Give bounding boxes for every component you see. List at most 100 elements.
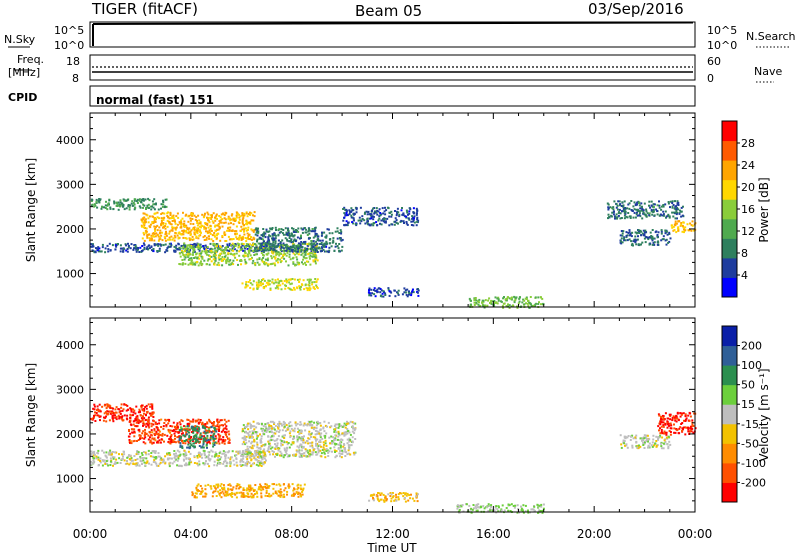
velocity-region-2 <box>178 425 218 450</box>
velocity-ytick-label: 3000 <box>56 383 84 396</box>
power-axes: 1000 2000 3000 4000 <box>56 113 696 307</box>
power-region-11 <box>670 220 697 234</box>
velocity-colorbar-segment <box>722 482 737 503</box>
power-colorbar-tick: 12 <box>741 225 755 238</box>
power-scatter-cells <box>90 197 697 309</box>
power-region-9 <box>606 200 685 220</box>
velocity-colorbar-tick: -50 <box>741 437 759 450</box>
velocity-colorbar-tick: -200 <box>741 476 766 489</box>
x-tick-label: 20:00 <box>577 527 612 541</box>
power-colorbar-tick: 20 <box>741 181 755 194</box>
power-colorbar-segment <box>722 277 737 298</box>
power-colorbar-segment <box>722 199 737 220</box>
cpid-label: CPID <box>8 91 37 104</box>
x-axis-label: Time UT <box>366 541 417 554</box>
velocity-region-3 <box>90 449 267 468</box>
x-tick-label: 00:00 <box>678 527 713 541</box>
velocity-region-7 <box>456 503 545 514</box>
date-title: 03/Sep/2016 <box>588 0 684 18</box>
velocity-colorbar-tick: 50 <box>741 379 755 392</box>
power-region-6 <box>342 206 420 227</box>
beam-title: Beam 05 <box>355 2 422 20</box>
power-colorbar-segment <box>722 238 737 259</box>
velocity-region-9 <box>657 411 697 436</box>
noise-right-bottom-tick: 10^0 <box>707 39 737 52</box>
velocity-colorbar-tick: 200 <box>741 340 762 353</box>
power-ylabel: Slant Range [km] <box>24 158 38 262</box>
cpid-mode: normal (fast) 151 <box>96 93 214 107</box>
power-region-7 <box>367 287 420 298</box>
power-ytick-label: 4000 <box>56 134 84 147</box>
power-region-1 <box>90 197 168 211</box>
nave-tick-bottom: 0 <box>707 72 714 85</box>
x-tick-label: 04:00 <box>174 527 209 541</box>
power-colorbar-tick: 4 <box>741 269 748 282</box>
power-colorbar-tick: 28 <box>741 137 755 150</box>
velocity-ytick-label: 4000 <box>56 339 84 352</box>
velocity-colorbar-tick: 15 <box>741 398 755 411</box>
velocity-colorbar-tick: -100 <box>741 457 766 470</box>
velocity-colorbar-segment <box>722 443 737 464</box>
power-panel: 1000 2000 3000 4000 Slant Range [km] 4 8 12 16… <box>24 112 771 309</box>
velocity-colorbar-segment <box>722 345 737 366</box>
power-colorbar-tick: 8 <box>741 247 748 260</box>
velocity-colorbar-tick: 100 <box>741 359 762 372</box>
velocity-colorbar-segment <box>722 365 737 386</box>
noise-right-top-tick: 10^5 <box>707 24 737 37</box>
freq-label-2: [MHz] <box>8 66 40 79</box>
velocity-colorbar-label: Velocity [m s⁻¹] <box>757 368 771 461</box>
velocity-region-8 <box>619 434 672 450</box>
x-tick-label: 12:00 <box>375 527 410 541</box>
noise-left-bottom-tick: 10^0 <box>54 39 84 52</box>
x-tick-labels: 00:00 04:00 08:00 12:00 16:00 20:00 00:00 <box>73 527 713 541</box>
power-ytick-label: 1000 <box>56 268 84 281</box>
power-colorbar-segment <box>722 140 737 161</box>
frequency-panel: Freq. [MHz] 18 8 60 0 Nave <box>8 53 782 85</box>
freq-label-1: Freq. <box>17 53 44 66</box>
nave-tick-top: 60 <box>707 55 721 68</box>
velocity-ytick-label: 2000 <box>56 428 84 441</box>
freq-tick-top: 18 <box>66 55 80 68</box>
noise-panel: N.Sky 10^5 10^0 10^5 10^0 N.Search <box>4 21 796 52</box>
velocity-colorbar: 200 100 50 15 -15 -50 -100 -200 <box>721 325 766 503</box>
power-region-2 <box>140 211 256 243</box>
noise-left-top-tick: 10^5 <box>54 24 84 37</box>
velocity-ytick-label: 1000 <box>56 473 84 486</box>
noise-sky-label: N.Sky <box>4 33 36 46</box>
power-colorbar-segment <box>722 257 737 278</box>
noise-search-label: N.Search <box>746 30 796 43</box>
velocity-ylabel: Slant Range [km] <box>24 363 38 467</box>
velocity-colorbar-segment <box>722 326 737 347</box>
power-colorbar-segment <box>722 160 737 181</box>
velocity-region-5 <box>191 483 306 499</box>
velocity-colorbar-segment <box>722 462 737 483</box>
velocity-colorbar-segment <box>722 384 737 405</box>
velocity-region-6 <box>368 492 419 503</box>
velocity-scatter-cells <box>90 403 697 514</box>
velocity-colorbar-tick: -15 <box>741 418 759 431</box>
power-colorbar-label: Power [dB] <box>757 177 771 242</box>
power-colorbar-segment <box>722 179 737 200</box>
velocity-panel: 1000 2000 3000 4000 Slant Range [km] 200 100… <box>24 317 771 514</box>
cpid-panel: CPID normal (fast) 151 <box>8 85 696 107</box>
velocity-colorbar-segment <box>722 404 737 425</box>
nave-label: Nave <box>754 65 782 78</box>
power-colorbar-segment <box>722 218 737 239</box>
power-ytick-label: 2000 <box>56 223 84 236</box>
power-colorbar-segment <box>722 121 737 142</box>
power-colorbar: 4 8 12 16 20 24 28 <box>721 120 755 298</box>
velocity-region-4 <box>241 420 357 459</box>
power-ytick-label: 3000 <box>56 178 84 191</box>
velocity-axes: 1000 2000 3000 4000 <box>56 318 696 512</box>
power-region-4 <box>254 226 344 254</box>
x-tick-label: 00:00 <box>73 527 108 541</box>
radar-title: TIGER (fitACF) <box>91 0 198 18</box>
x-tick-label: 08:00 <box>274 527 309 541</box>
power-colorbar-tick: 16 <box>741 203 755 216</box>
velocity-colorbar-segment <box>722 423 737 444</box>
power-colorbar-tick: 24 <box>741 159 755 172</box>
x-tick-label: 16:00 <box>476 527 511 541</box>
power-region-10 <box>619 229 672 247</box>
freq-tick-bottom: 8 <box>72 72 79 85</box>
velocity-region-0 <box>90 403 155 423</box>
